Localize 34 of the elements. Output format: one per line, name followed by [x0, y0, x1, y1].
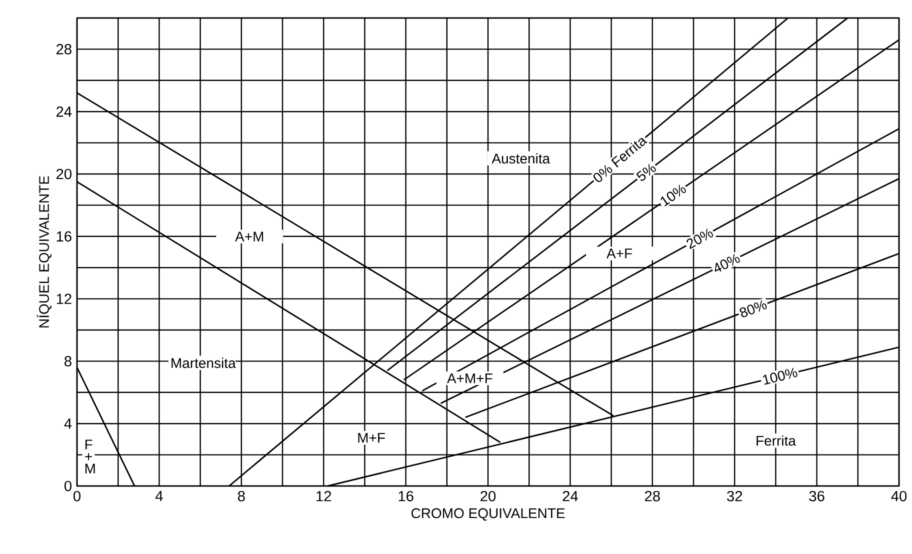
annotation: A+M+F	[446, 374, 492, 384]
annotation: M+F	[358, 432, 385, 443]
annotation: A+M	[235, 232, 264, 242]
x-tick-label: 40	[891, 490, 907, 502]
x-tick-label: 32	[727, 490, 742, 502]
y-tick-label: 8	[64, 356, 72, 366]
y-tick-label: 20	[56, 168, 72, 180]
x-tick-label: 4	[155, 490, 163, 502]
x-tick-label: 28	[644, 490, 660, 502]
y-axis-title: NÍQUEL EQUIVALENTE	[36, 176, 52, 328]
annotation: A+F	[606, 248, 632, 258]
text: 80%	[740, 300, 767, 318]
y-tick-label: 28	[56, 44, 72, 54]
x-tick-label: 8	[238, 490, 245, 502]
y-tick-label: 0	[64, 480, 72, 492]
annotation: F + M	[85, 440, 95, 474]
x-tick-label: 20	[480, 490, 496, 502]
x-tick-label: 36	[809, 490, 824, 502]
annotation: Martensita	[172, 358, 236, 368]
y-tick-label: 16	[56, 231, 72, 242]
text: 20%	[686, 228, 713, 249]
text: 40%	[714, 254, 740, 272]
x-tick-label: 12	[316, 490, 332, 502]
x-axis-title: CROMO EQUIVALENTE	[411, 508, 565, 521]
text: 10%	[660, 184, 686, 206]
x-tick-label: 16	[398, 490, 414, 502]
text: 100%	[762, 368, 798, 385]
y-tick-label: 12	[56, 294, 72, 304]
y-tick-label: 24	[56, 106, 72, 117]
y-tick-label: 4	[64, 418, 72, 429]
annotation: Austenita	[492, 153, 550, 164]
annotation: Ferrita	[756, 435, 796, 446]
x-tick-label: 0	[73, 490, 80, 502]
x-tick-label: 24	[562, 490, 578, 502]
